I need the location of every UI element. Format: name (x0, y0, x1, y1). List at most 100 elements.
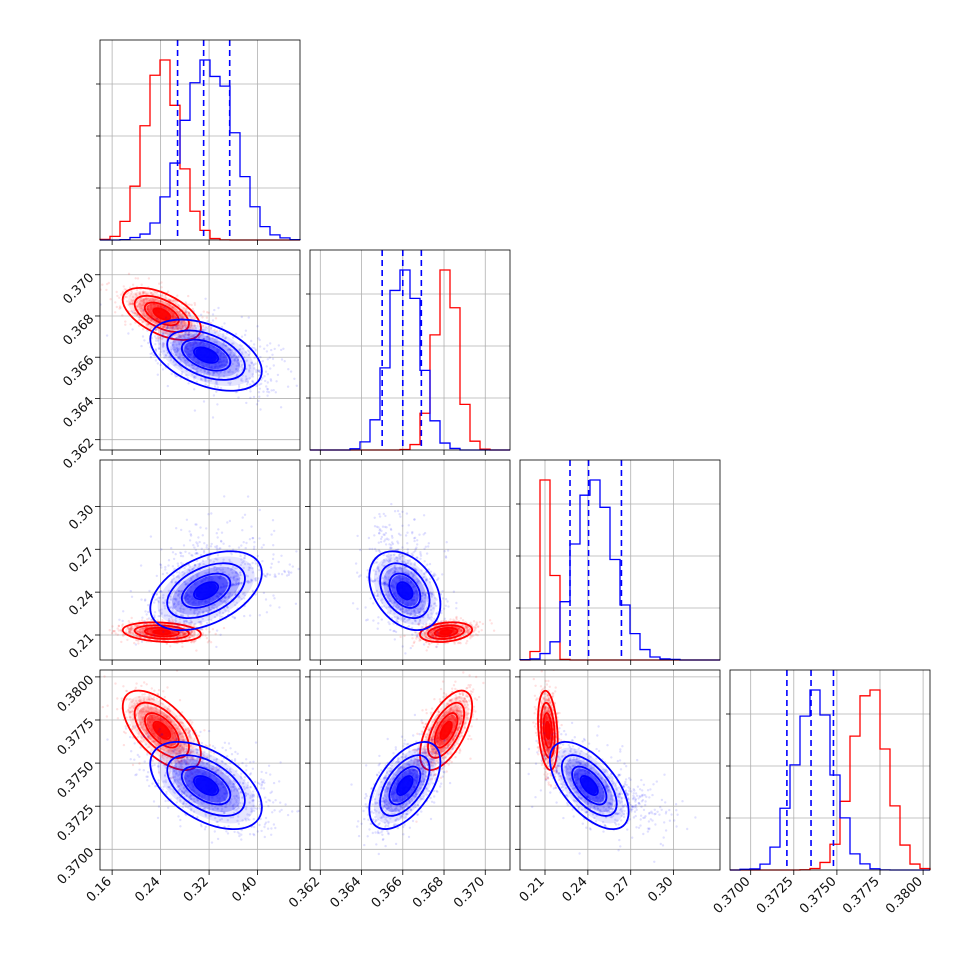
scatter-point (224, 596, 227, 599)
scatter-point (196, 613, 199, 616)
scatter-point (193, 409, 197, 412)
scatter-point (426, 637, 429, 640)
scatter-point (187, 382, 190, 385)
scatter-point (117, 624, 121, 628)
scatter-point (429, 608, 433, 612)
scatter-point (386, 611, 390, 614)
scatter-point (372, 580, 375, 583)
scatter-point (233, 617, 236, 620)
scatter-point (248, 352, 251, 355)
scatter-point (182, 621, 186, 624)
scatter-point (171, 343, 174, 347)
scatter-point (240, 315, 243, 319)
scatter-point (154, 339, 158, 342)
scatter-point (239, 581, 243, 584)
scatter-point (223, 599, 226, 603)
scatter-point (169, 349, 173, 352)
scatter-point (154, 348, 158, 352)
contour-red (121, 621, 202, 643)
scatter-point (359, 548, 362, 552)
scatter-point (182, 580, 186, 584)
scatter-point (204, 325, 207, 329)
scatter-point (163, 604, 166, 608)
scatter-point (166, 351, 170, 355)
scatter-point (472, 620, 476, 623)
scatter-point (142, 300, 145, 303)
scatter-point (253, 346, 256, 350)
scatter-point (127, 303, 130, 306)
scatter-point (243, 513, 247, 516)
scatter-point (231, 548, 235, 551)
scatter-point (176, 609, 179, 613)
scatter-point (194, 326, 198, 330)
scatter-point (213, 371, 216, 374)
scatter-point (275, 380, 278, 383)
scatter-point (158, 342, 161, 345)
scatter-point (258, 370, 262, 374)
scatter-point (415, 635, 419, 639)
scatter-point (389, 599, 392, 603)
scatter-point (156, 373, 159, 376)
scatter-point (251, 589, 254, 593)
scatter-point (157, 330, 161, 333)
scatter-point (204, 634, 207, 637)
scatter-point (165, 326, 168, 330)
scatter-point (246, 580, 249, 583)
scatter-point (231, 567, 234, 570)
scatter-point (240, 351, 244, 354)
scatter-point (140, 640, 144, 643)
scatter-point (240, 344, 243, 348)
scatter-point (384, 514, 387, 518)
scatter-point (216, 554, 220, 557)
scatter-point (149, 356, 153, 359)
scatter-point (177, 348, 180, 351)
scatter-point (293, 377, 296, 380)
scatter-point (172, 340, 175, 344)
scatter-point (168, 304, 171, 307)
scatter-point (235, 582, 238, 585)
scatter-point (160, 608, 163, 611)
scatter-point (446, 549, 450, 552)
scatter-point (188, 626, 191, 630)
scatter-point (163, 325, 166, 328)
scatter-point (204, 379, 207, 382)
scatter-point (422, 533, 425, 536)
scatter-point (387, 593, 391, 596)
scatter-point (243, 594, 247, 597)
scatter-point (187, 333, 191, 337)
scatter-point (412, 551, 415, 554)
scatter-point (178, 352, 182, 356)
scatter-point (356, 607, 359, 610)
scatter-point (187, 312, 191, 315)
scatter-point (419, 552, 422, 556)
scatter-point (141, 320, 145, 323)
scatter-point (453, 642, 456, 645)
scatter-point (460, 629, 463, 633)
scatter-point (237, 582, 240, 585)
contour-red (143, 626, 180, 638)
scatter-point (174, 375, 177, 378)
scatter-point (169, 598, 173, 602)
scatter-point (205, 628, 208, 631)
scatter-point (215, 613, 219, 616)
scatter-point (201, 329, 204, 332)
scatter-point (161, 596, 165, 599)
scatter-point (380, 605, 384, 608)
scatter-point (227, 600, 230, 603)
scatter-point (176, 562, 179, 565)
scatter-point (465, 625, 468, 628)
scatter-point (187, 331, 190, 334)
scatter-point (228, 353, 232, 356)
scatter-point (217, 334, 220, 337)
scatter-point (417, 623, 420, 626)
scatter-point (189, 608, 192, 612)
scatter-point (396, 509, 400, 513)
scatter-point (235, 567, 238, 570)
scatter-point (202, 400, 206, 403)
scatter-point (188, 621, 191, 625)
scatter-point (180, 340, 183, 344)
scatter-point (227, 610, 230, 613)
scatter-point (169, 359, 173, 362)
scatter-point (119, 293, 123, 296)
scatter-point (423, 547, 426, 550)
